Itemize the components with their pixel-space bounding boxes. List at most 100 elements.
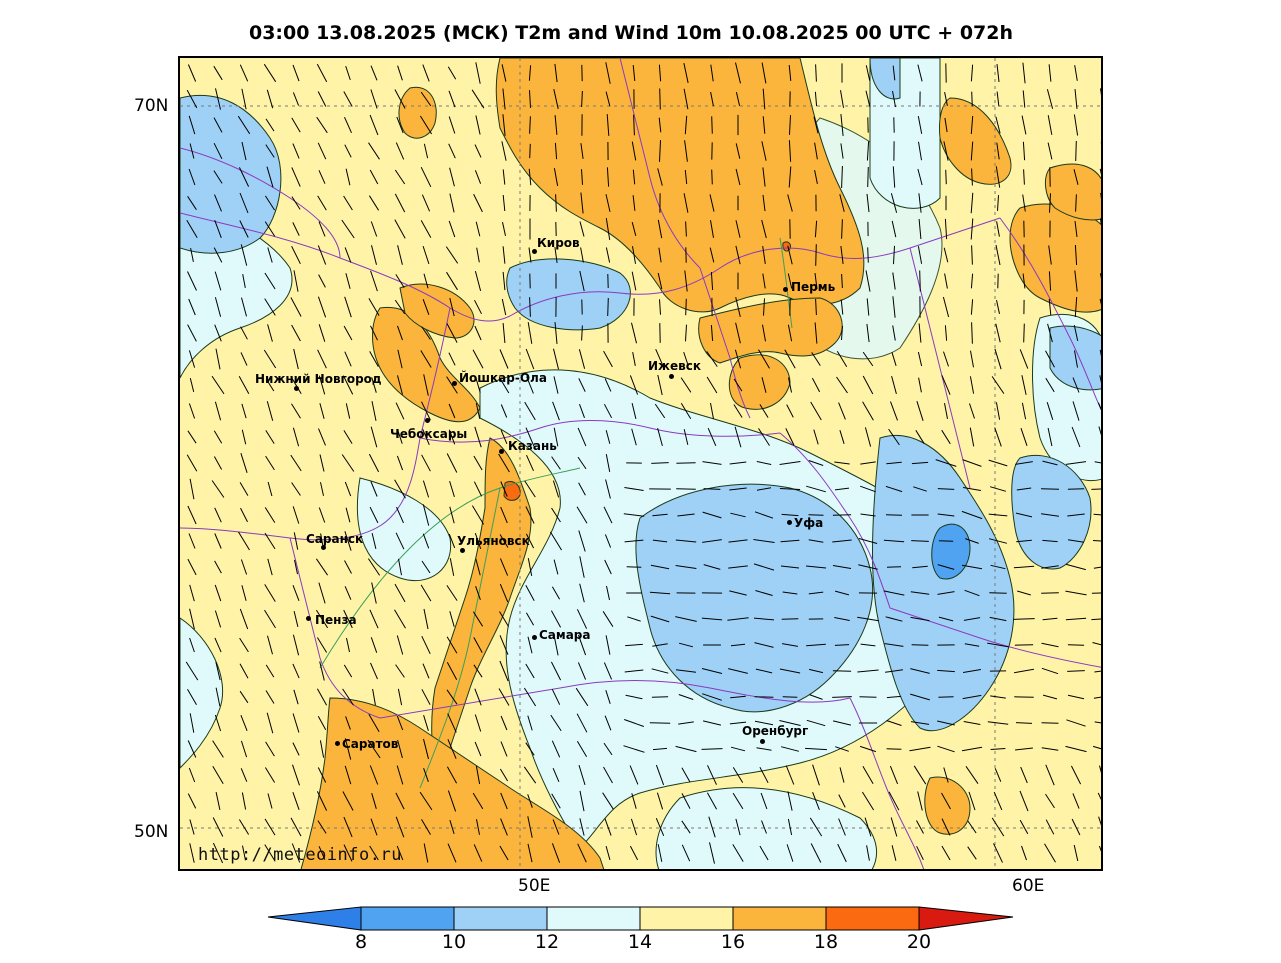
wind-barb — [1045, 764, 1055, 786]
wind-barb — [214, 560, 222, 574]
wind-barb — [1102, 245, 1103, 265]
wind-barb — [240, 507, 248, 523]
wind-barb — [789, 115, 791, 135]
wind-barb — [860, 643, 876, 647]
wind-barb — [678, 721, 694, 725]
wind-barb — [422, 64, 430, 82]
wind-barb — [659, 140, 661, 162]
wind-barb — [294, 559, 298, 575]
wind-barb — [423, 273, 429, 289]
wind-barb — [728, 668, 748, 674]
wind-barb — [447, 843, 457, 863]
wind-barb — [761, 141, 767, 161]
wind-barb — [238, 531, 250, 551]
wind-barb — [239, 608, 249, 630]
wind-barb — [681, 820, 691, 834]
wind-barb — [187, 793, 197, 809]
wind-barb — [1021, 845, 1027, 861]
wind-barb — [446, 636, 458, 654]
wind-barb — [710, 271, 714, 291]
wind-barb — [1092, 642, 1101, 646]
wind-barb — [605, 62, 611, 84]
wind-barb — [524, 480, 536, 498]
wind-barb — [554, 142, 558, 160]
wind-barb — [811, 352, 821, 366]
wind-barb — [605, 194, 611, 212]
wind-barb — [808, 514, 824, 516]
wind-barb — [840, 114, 844, 136]
wind-barb — [527, 816, 533, 838]
wind-barb — [758, 349, 770, 369]
wind-barb — [263, 63, 277, 83]
wind-barb — [316, 116, 328, 134]
wind-barb — [371, 793, 377, 809]
wind-barb — [811, 377, 821, 393]
wind-barb — [475, 115, 481, 135]
wind-barb — [969, 403, 975, 419]
wind-barb — [473, 481, 483, 497]
wind-barb — [502, 194, 506, 212]
wind-barb — [422, 429, 430, 445]
wind-barb — [809, 817, 823, 837]
wind-barb — [213, 117, 223, 133]
wind-barb — [448, 116, 456, 134]
wind-barb — [1092, 540, 1101, 542]
wind-barb — [291, 167, 301, 187]
wind-barb — [553, 88, 559, 110]
wind-barb — [605, 690, 611, 704]
wind-barb — [862, 401, 874, 421]
wind-barb — [841, 219, 843, 239]
wind-barb — [265, 690, 275, 704]
wind-barb — [808, 668, 824, 674]
wind-barb — [964, 643, 980, 647]
wind-barb — [917, 168, 923, 186]
wind-barb — [291, 843, 301, 863]
wind-barb — [862, 351, 874, 367]
wind-barb — [711, 169, 713, 185]
wind-barb — [967, 820, 977, 834]
wind-barb — [1066, 719, 1086, 727]
wind-barb — [549, 531, 563, 551]
wind-barb — [605, 218, 611, 240]
wind-barb — [683, 429, 689, 445]
wind-barb — [755, 668, 773, 674]
wind-barb — [554, 322, 558, 344]
wind-barb — [862, 375, 874, 395]
wind-barb — [1042, 617, 1058, 621]
wind-barb — [528, 65, 532, 81]
wind-barb — [448, 533, 456, 549]
wind-barb — [971, 245, 973, 265]
colorbar-tick: 12 — [534, 931, 560, 953]
wind-barb — [918, 323, 922, 343]
wind-barb — [917, 351, 923, 367]
wind-barb — [943, 247, 949, 263]
wind-barb — [1074, 296, 1078, 318]
wind-barb — [917, 791, 923, 811]
wind-barb — [605, 845, 611, 861]
wind-barb — [318, 324, 326, 342]
wind-barb — [834, 487, 850, 491]
wind-barb — [185, 661, 199, 681]
wind-barb — [651, 668, 669, 674]
city-label-kazan: Казань — [508, 439, 557, 453]
wind-barb — [446, 585, 458, 601]
wind-barb — [1048, 271, 1052, 291]
wind-barb — [215, 687, 221, 707]
colorbar-tick: 16 — [720, 931, 746, 953]
wind-barb — [1019, 790, 1029, 812]
wind-barb — [422, 245, 430, 265]
wind-barb — [993, 791, 1003, 811]
wind-barb — [1097, 792, 1101, 801]
wind-barb — [212, 740, 224, 758]
wind-barb — [343, 844, 353, 862]
wind-barb — [834, 590, 850, 596]
wind-barb — [651, 696, 669, 698]
wind-barb — [215, 661, 221, 681]
wind-barb — [500, 481, 508, 497]
wind-barb — [1098, 816, 1101, 826]
wind-barb — [577, 634, 587, 656]
wind-barb — [291, 245, 301, 265]
wind-barb — [240, 715, 248, 731]
wind-barb — [657, 272, 663, 290]
wind-barb — [474, 270, 482, 292]
